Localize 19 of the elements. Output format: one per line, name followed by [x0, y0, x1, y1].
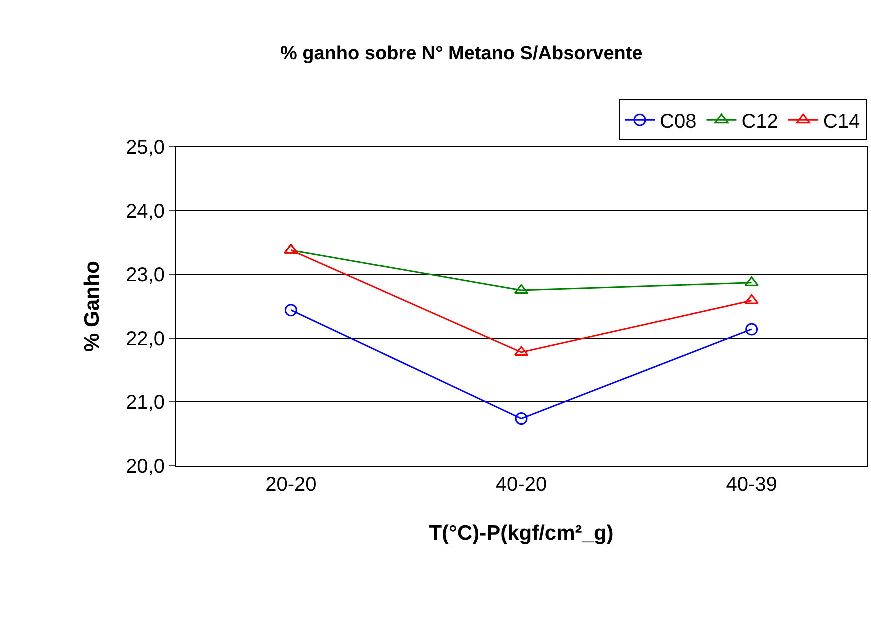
- y-axis-title: % Ganho: [81, 260, 104, 352]
- point: [515, 412, 528, 426]
- point: [284, 304, 298, 317]
- x-tick-label: 20-20: [266, 474, 317, 496]
- x-tick-label: 40-39: [726, 474, 778, 496]
- chart-title: % ganho sobre N° Metano S/Absorvente: [280, 43, 643, 64]
- y-tick-label: 21,0: [126, 392, 165, 414]
- legend-label: C12: [742, 110, 778, 133]
- x-axis-title: T(°C)-P(kgf/cm²_g): [429, 522, 614, 546]
- point: [514, 284, 529, 294]
- point: [746, 323, 758, 336]
- y-tick-label: 24,0: [126, 200, 165, 223]
- legend-label: C08: [660, 110, 697, 133]
- legend-label: C14: [823, 110, 860, 133]
- x-tick-label: 40-20: [496, 474, 548, 496]
- y-tick-label: 25,0: [126, 137, 165, 159]
- y-tick-label: 22,0: [126, 328, 165, 350]
- y-tick-label: 23,0: [126, 264, 165, 287]
- y-tick-label: 20,0: [126, 456, 165, 478]
